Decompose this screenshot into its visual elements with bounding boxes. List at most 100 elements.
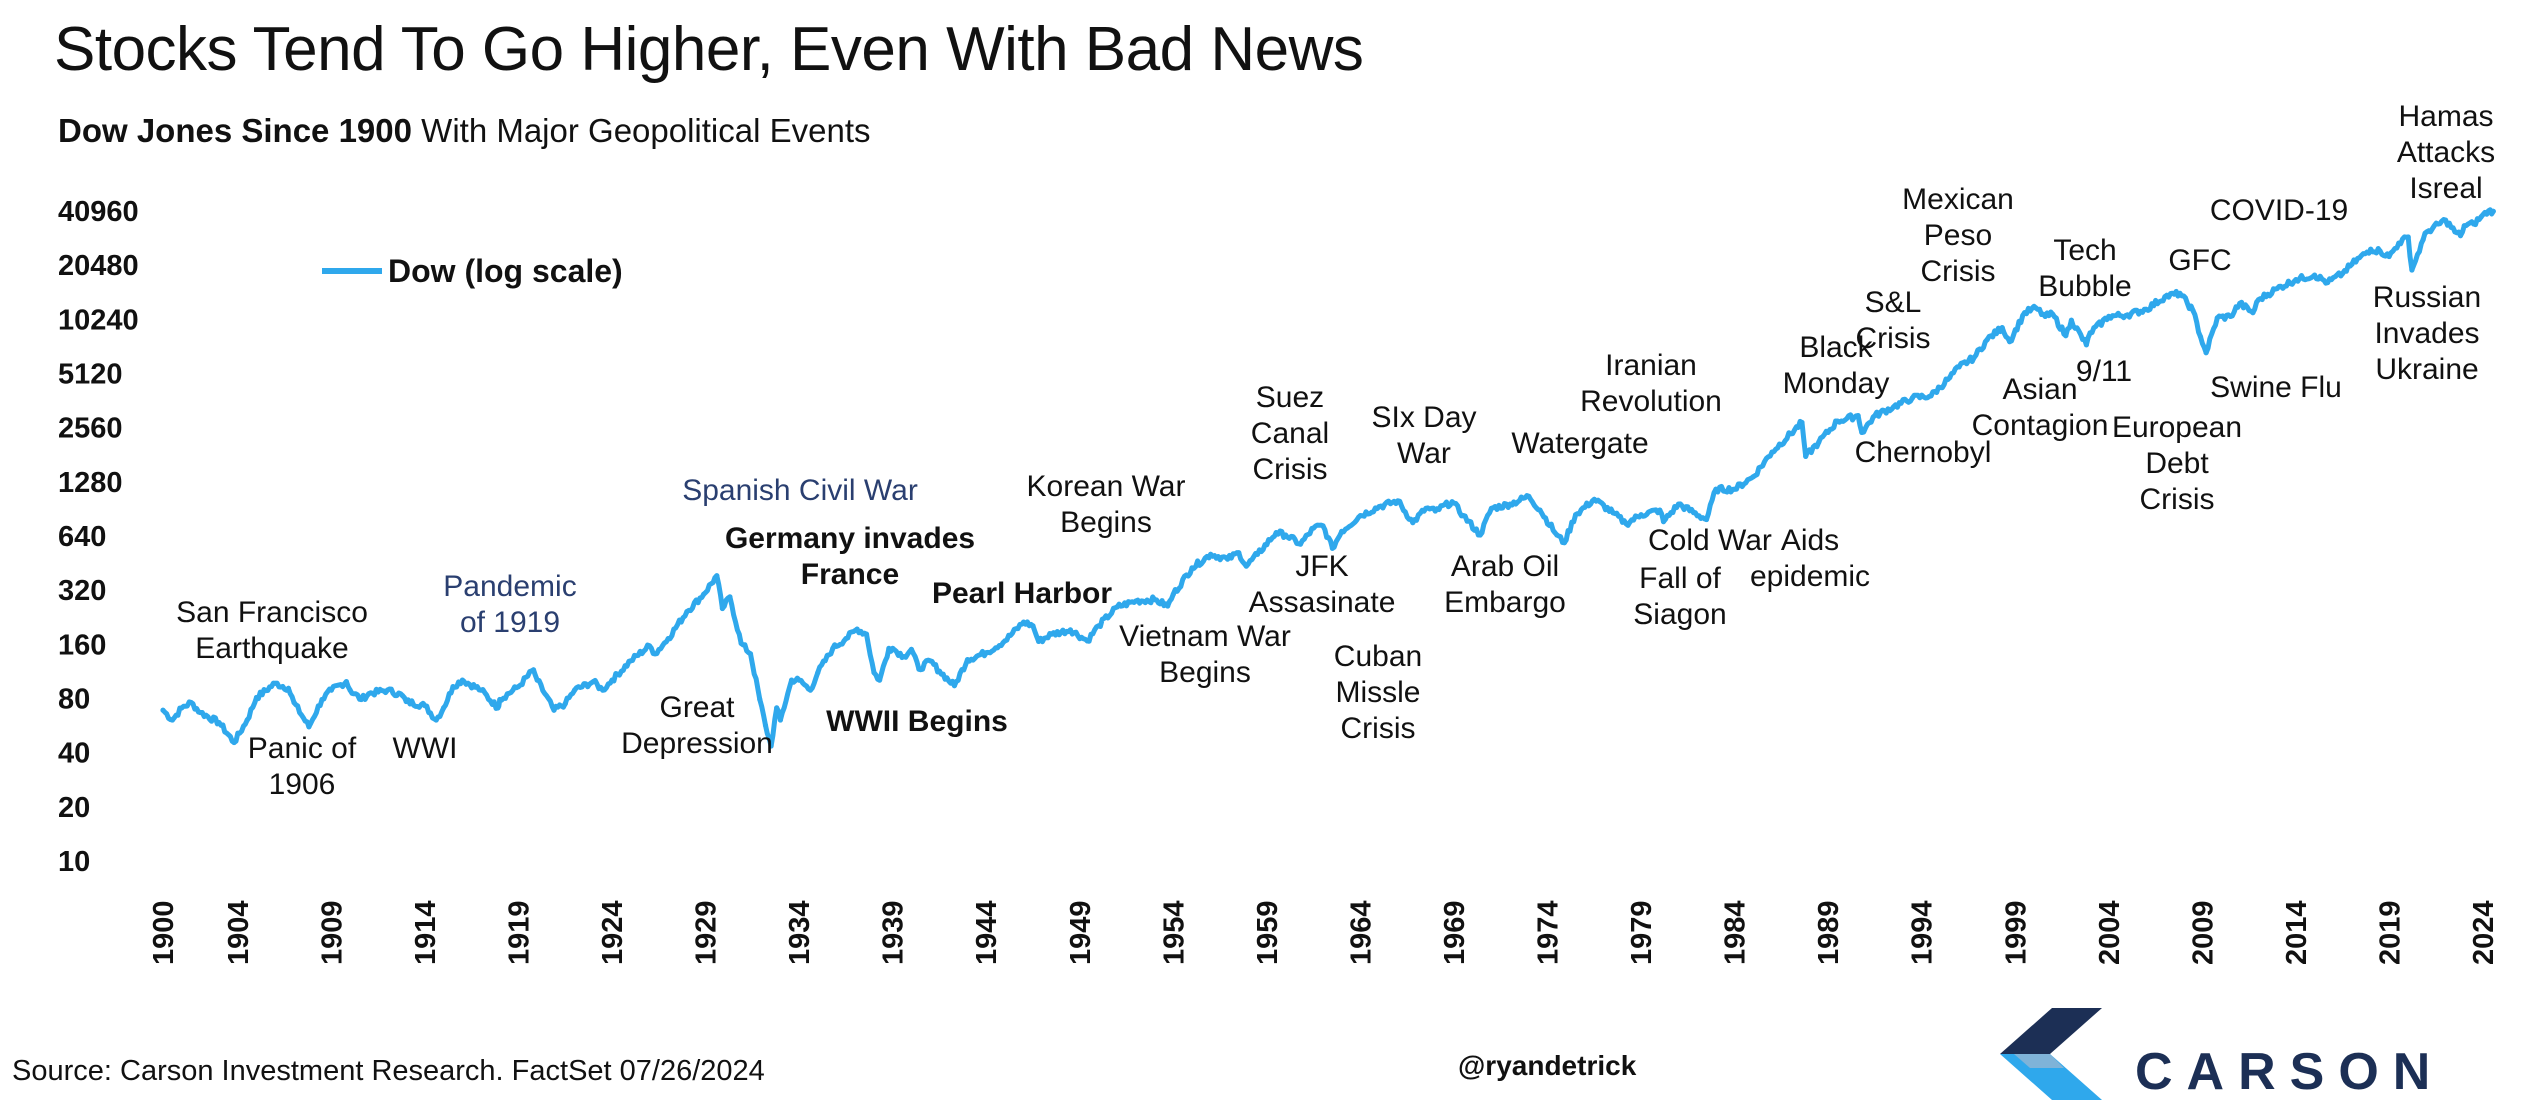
data-point xyxy=(774,705,780,711)
x-tick-label: 1974 xyxy=(1533,900,1565,965)
data-point xyxy=(854,626,860,632)
data-point xyxy=(1376,504,1382,510)
data-point xyxy=(1395,498,1401,504)
data-point xyxy=(1526,493,1532,499)
data-point xyxy=(272,680,278,686)
data-point xyxy=(1859,429,1865,435)
data-point xyxy=(747,651,754,657)
event-annotations: San Francisco Earthquake Panic of 1906 WWI Pa… xyxy=(176,100,2495,801)
data-point xyxy=(2396,240,2402,246)
data-point xyxy=(450,684,456,690)
data-point xyxy=(515,684,522,690)
data-point xyxy=(188,699,194,706)
x-tick-label: 1969 xyxy=(1439,900,1471,965)
event-label: Pearl Harbor xyxy=(932,577,1112,610)
x-tick-label: 1979 xyxy=(1626,900,1658,965)
data-point xyxy=(2486,208,2492,214)
data-point xyxy=(1049,631,1055,637)
data-point xyxy=(1956,364,1962,370)
y-tick-label: 160 xyxy=(58,629,106,661)
data-point xyxy=(796,677,802,683)
data-point xyxy=(2368,246,2374,252)
data-point xyxy=(384,687,391,693)
logo-chevron-bottom xyxy=(2000,1054,2102,1100)
legend: Dow (log scale) xyxy=(322,253,623,289)
data-point xyxy=(1114,604,1120,610)
data-point xyxy=(2177,290,2183,296)
data-point xyxy=(459,677,465,683)
data-point xyxy=(1488,505,1494,511)
data-point xyxy=(1750,474,1756,480)
data-point xyxy=(2087,330,2093,336)
data-point xyxy=(1891,404,1897,410)
x-tick-label: 1989 xyxy=(1813,900,1845,965)
data-point xyxy=(358,696,364,703)
data-point xyxy=(646,643,653,649)
y-tick-label: 10240 xyxy=(58,304,139,336)
data-point xyxy=(2250,310,2256,316)
data-point xyxy=(843,636,849,642)
data-point xyxy=(590,679,596,685)
data-point xyxy=(665,636,671,642)
data-point xyxy=(2274,285,2280,292)
event-label: Black Monday xyxy=(1783,331,1890,400)
data-point xyxy=(2452,229,2458,235)
data-point xyxy=(1984,337,1990,343)
dow-series-line xyxy=(160,207,2496,749)
data-point xyxy=(1638,512,1644,518)
data-point xyxy=(562,701,568,707)
event-label: GFC xyxy=(2168,244,2231,277)
data-point xyxy=(2227,313,2233,319)
data-point xyxy=(403,698,409,705)
data-point xyxy=(1460,513,1466,519)
event-label: San Francisco Earthquake xyxy=(176,596,368,665)
data-point xyxy=(1283,532,1289,538)
data-point xyxy=(2214,315,2220,321)
data-point xyxy=(1477,532,1483,538)
data-point xyxy=(2190,308,2196,314)
data-point xyxy=(328,687,334,693)
x-tick-label: 1954 xyxy=(1158,900,1190,965)
data-point xyxy=(2457,233,2464,239)
y-tick-label: 1280 xyxy=(58,467,123,499)
data-point xyxy=(1449,499,1455,505)
data-point xyxy=(1660,519,1667,525)
x-tick-label: 2024 xyxy=(2468,900,2500,965)
data-point xyxy=(478,687,484,693)
data-point xyxy=(927,658,933,664)
x-tick-label: 1900 xyxy=(148,900,180,965)
data-point xyxy=(422,703,428,709)
event-label: Vietnam War Begins xyxy=(1119,620,1291,689)
data-point xyxy=(2471,221,2477,227)
data-point xyxy=(1021,619,1027,625)
y-tick-label: 20 xyxy=(58,792,90,824)
data-point xyxy=(231,739,237,746)
data-point xyxy=(609,677,615,683)
data-point xyxy=(347,687,353,693)
data-point xyxy=(530,667,537,673)
event-label: Arab Oil Embargo xyxy=(1444,550,1566,619)
data-point xyxy=(815,670,821,676)
data-point xyxy=(908,646,915,653)
x-axis: 1900 1904 1909 1914 1919 1924 1929 1934 1939 1944… xyxy=(148,900,2500,965)
data-point xyxy=(768,743,774,749)
data-point xyxy=(1329,545,1335,551)
data-point xyxy=(936,668,943,674)
y-tick-label: 40 xyxy=(58,738,90,770)
data-point xyxy=(2312,272,2318,278)
data-point xyxy=(1999,325,2005,331)
y-tick-label: 40960 xyxy=(58,196,139,228)
data-point xyxy=(1189,565,1195,571)
event-label: Great Depression xyxy=(621,691,773,760)
event-label: Aids epidemic xyxy=(1750,524,1870,593)
event-label: SIx Day War xyxy=(1371,401,1476,470)
data-point xyxy=(343,679,349,685)
event-label: Asian Contagion xyxy=(1972,373,2109,442)
data-point xyxy=(1410,520,1416,526)
y-tick-label: 5120 xyxy=(58,359,123,391)
data-point xyxy=(1002,638,1008,644)
event-label: Swine Flu xyxy=(2210,371,2342,404)
event-label: Fall of Siagon xyxy=(1633,562,1726,631)
x-tick-label: 1994 xyxy=(1907,900,1939,965)
data-point xyxy=(2478,214,2484,220)
